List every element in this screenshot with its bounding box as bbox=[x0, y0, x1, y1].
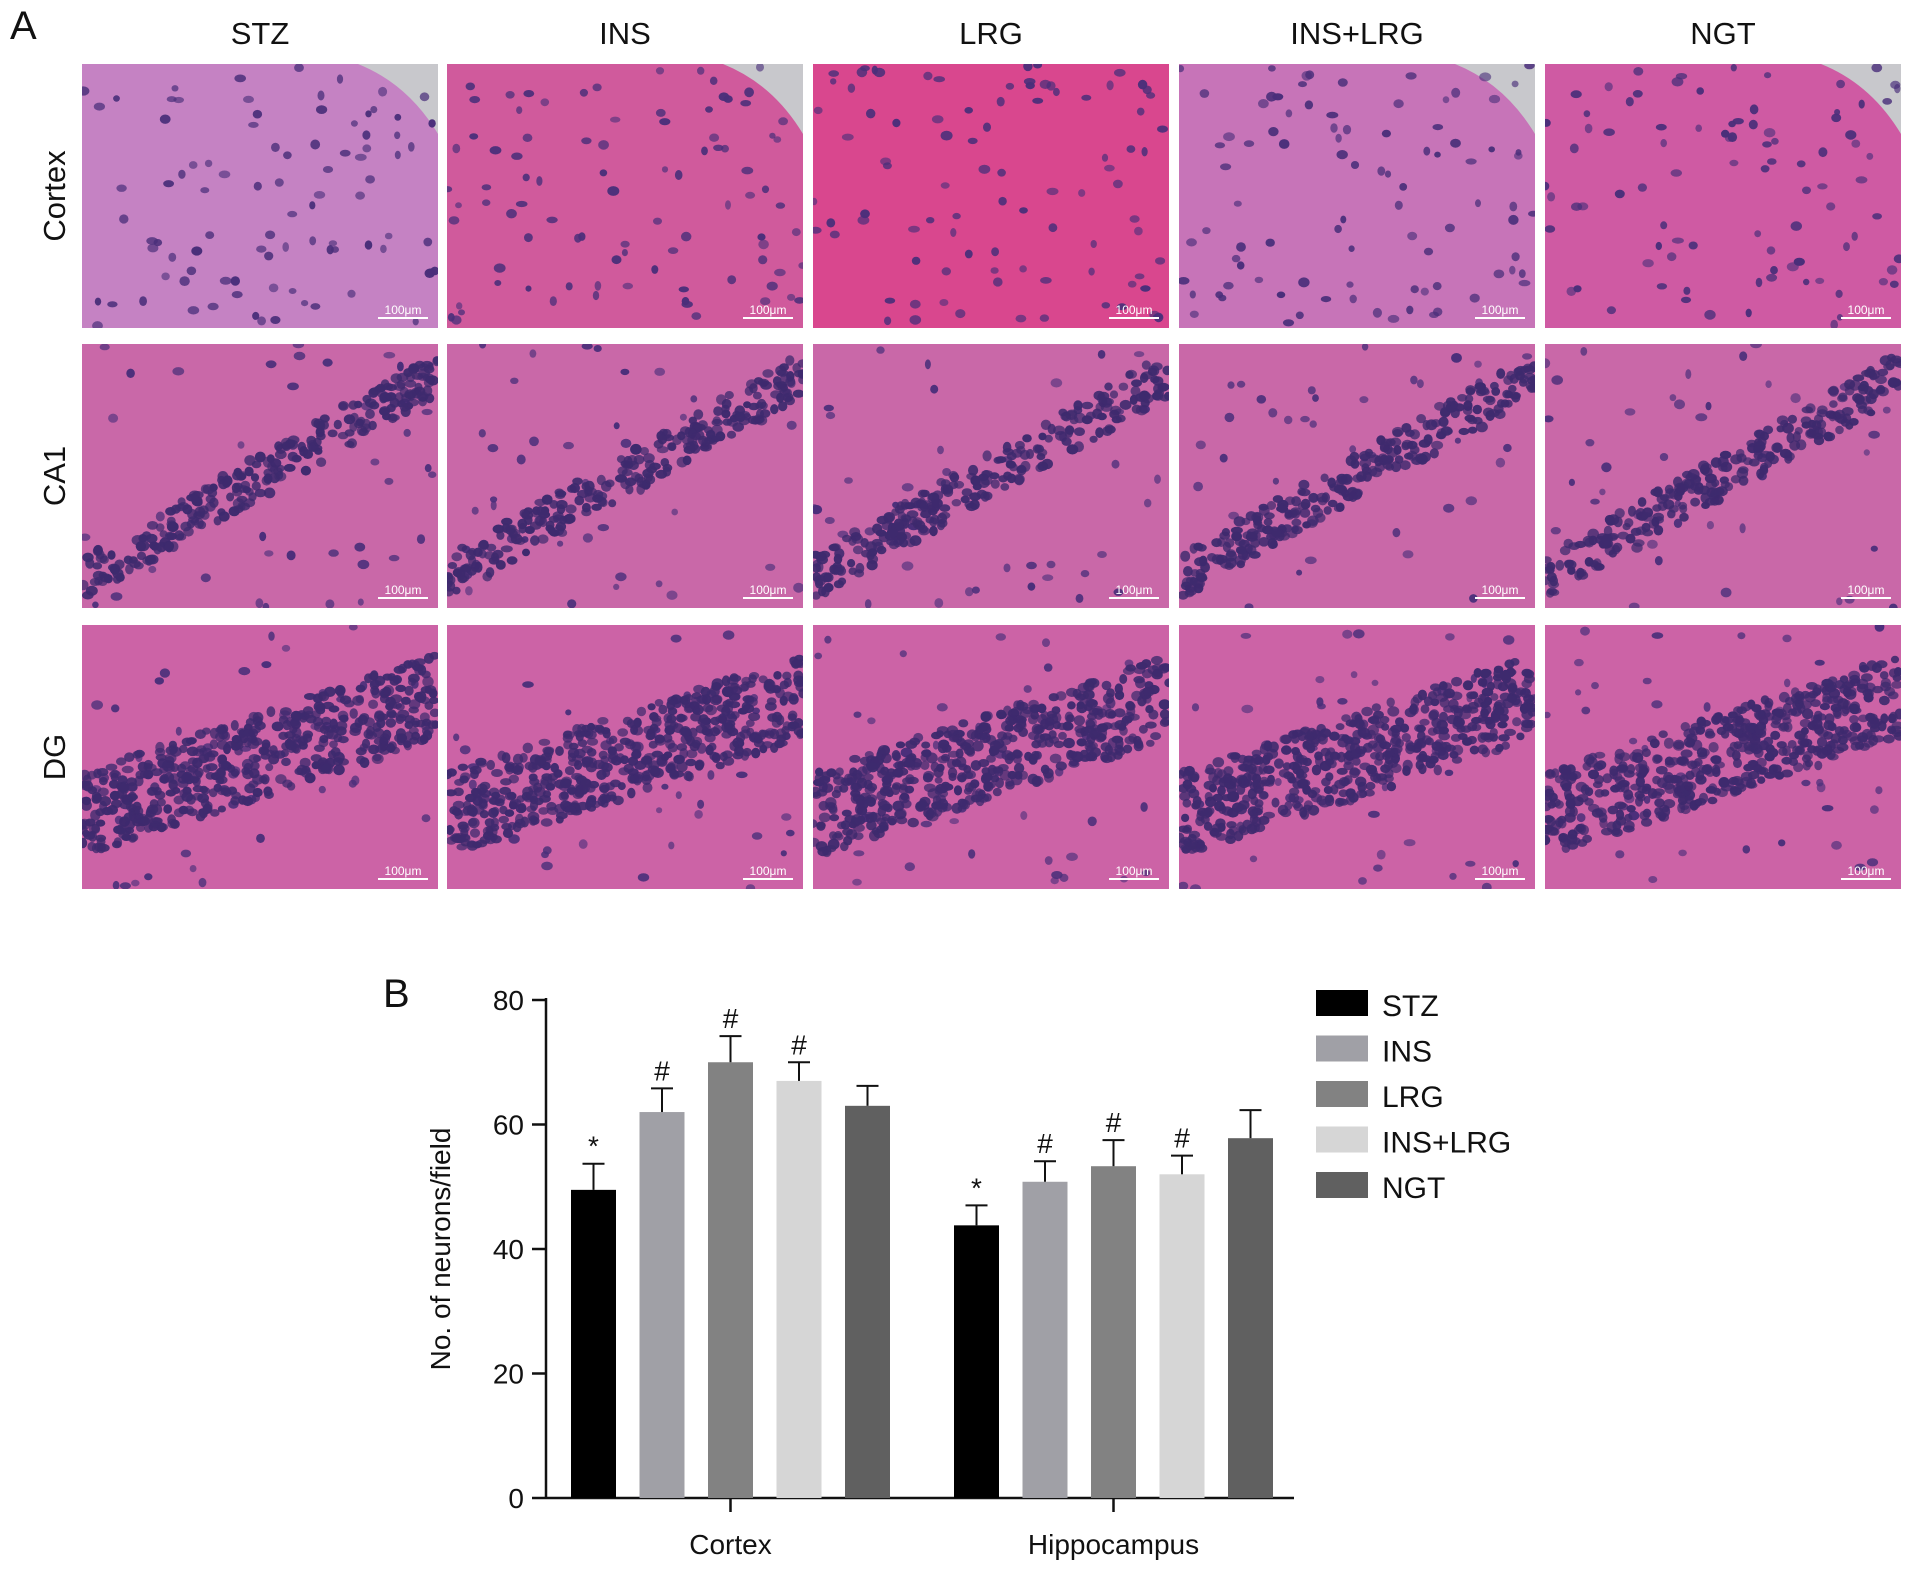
bar-stz-hippocampus bbox=[954, 1225, 999, 1498]
micrograph-ca1-ins: 100μm bbox=[447, 344, 803, 608]
significance-mark: * bbox=[588, 1131, 599, 1162]
scale-bar-label: 100μm bbox=[1482, 303, 1519, 317]
y-tick-label: 40 bbox=[493, 1234, 524, 1265]
legend-label-stz: STZ bbox=[1382, 990, 1439, 1023]
bar-stz-cortex bbox=[571, 1189, 616, 1498]
micrograph-cortex-ins-plus-lrg: 100μm bbox=[1179, 64, 1535, 328]
micrograph-ca1-ngt: 100μm bbox=[1545, 344, 1901, 608]
scale-bar-label: 100μm bbox=[1116, 583, 1153, 597]
y-tick-label: 0 bbox=[508, 1483, 524, 1514]
y-tick-label: 60 bbox=[493, 1110, 524, 1141]
significance-mark: # bbox=[1174, 1123, 1190, 1154]
legend-swatch-ngt bbox=[1316, 1172, 1368, 1198]
significance-mark: * bbox=[971, 1172, 982, 1203]
column-label-ins-plus-lrg: INS+LRG bbox=[1290, 16, 1424, 51]
scale-bar-label: 100μm bbox=[1116, 864, 1153, 878]
micrograph-cortex-lrg: 100μm bbox=[813, 64, 1169, 328]
scale-bar-label: 100μm bbox=[1848, 864, 1885, 878]
micrograph-dg-ngt: 100μm bbox=[1545, 625, 1901, 889]
micrograph-ca1-ins-plus-lrg: 100μm bbox=[1179, 344, 1535, 608]
column-label-ins: INS bbox=[599, 16, 651, 51]
micrograph-ca1-stz: 100μm bbox=[82, 344, 438, 608]
panel-a-letter: A bbox=[10, 4, 37, 48]
column-label-ngt: NGT bbox=[1690, 16, 1756, 51]
x-tick-label: Cortex bbox=[689, 1529, 771, 1560]
bar-ins-plus-lrg-cortex bbox=[776, 1080, 822, 1498]
scale-bar-label: 100μm bbox=[1482, 583, 1519, 597]
scale-bar-label: 100μm bbox=[1848, 303, 1885, 317]
legend-swatch-stz bbox=[1316, 990, 1368, 1016]
x-tick-label: Hippocampus bbox=[1028, 1529, 1199, 1560]
y-tick-label: 80 bbox=[493, 985, 524, 1016]
bar-ins-plus-lrg-hippocampus bbox=[1159, 1174, 1205, 1498]
column-label-stz: STZ bbox=[230, 16, 290, 51]
legend-swatch-lrg bbox=[1316, 1081, 1368, 1107]
scale-bar-label: 100μm bbox=[1116, 303, 1153, 317]
bar-ngt-hippocampus bbox=[1228, 1138, 1273, 1498]
micrograph-dg-ins: 100μm bbox=[447, 625, 803, 889]
significance-mark: # bbox=[1037, 1128, 1053, 1159]
bar-lrg-cortex bbox=[708, 1062, 753, 1498]
bar-ngt-cortex bbox=[845, 1105, 890, 1498]
legend-swatch-ins bbox=[1316, 1035, 1368, 1062]
micrograph-ca1-lrg: 100μm bbox=[813, 344, 1169, 608]
scale-bar-label: 100μm bbox=[385, 864, 422, 878]
y-tick-label: 20 bbox=[493, 1359, 524, 1390]
scale-bar-label: 100μm bbox=[750, 864, 787, 878]
significance-mark: # bbox=[791, 1029, 807, 1060]
legend-swatch-ins-plus-lrg bbox=[1316, 1126, 1368, 1153]
significance-mark: # bbox=[1106, 1107, 1122, 1138]
legend-label-ins: INS bbox=[1382, 1036, 1432, 1069]
significance-mark: # bbox=[654, 1055, 670, 1086]
micrograph-cortex-ins: 100μm bbox=[447, 64, 803, 328]
scale-bar-label: 100μm bbox=[1482, 864, 1519, 878]
micrograph-dg-lrg: 100μm bbox=[813, 625, 1169, 889]
legend-label-ins-plus-lrg: INS+LRG bbox=[1382, 1127, 1511, 1160]
y-axis-label: No. of neurons/field bbox=[425, 1128, 456, 1371]
scale-bar-label: 100μm bbox=[385, 303, 422, 317]
scale-bar-label: 100μm bbox=[385, 583, 422, 597]
bar-ins-hippocampus bbox=[1022, 1181, 1068, 1498]
micrograph-cortex-ngt: 100μm bbox=[1545, 64, 1901, 328]
legend-label-lrg: LRG bbox=[1382, 1081, 1444, 1114]
micrograph-dg-stz: 100μm bbox=[82, 625, 438, 889]
legend-label-ngt: NGT bbox=[1382, 1172, 1445, 1205]
scale-bar-label: 100μm bbox=[750, 303, 787, 317]
scale-bar-label: 100μm bbox=[750, 583, 787, 597]
bar-lrg-hippocampus bbox=[1091, 1166, 1136, 1498]
bar-ins-cortex bbox=[639, 1112, 685, 1498]
significance-mark: # bbox=[723, 1003, 739, 1034]
scale-bar-label: 100μm bbox=[1848, 583, 1885, 597]
column-label-lrg: LRG bbox=[959, 16, 1023, 51]
panel-b-letter: B bbox=[383, 972, 410, 1016]
micrograph-dg-ins-plus-lrg: 100μm bbox=[1179, 625, 1535, 889]
micrograph-cortex-stz: 100μm bbox=[82, 64, 438, 328]
